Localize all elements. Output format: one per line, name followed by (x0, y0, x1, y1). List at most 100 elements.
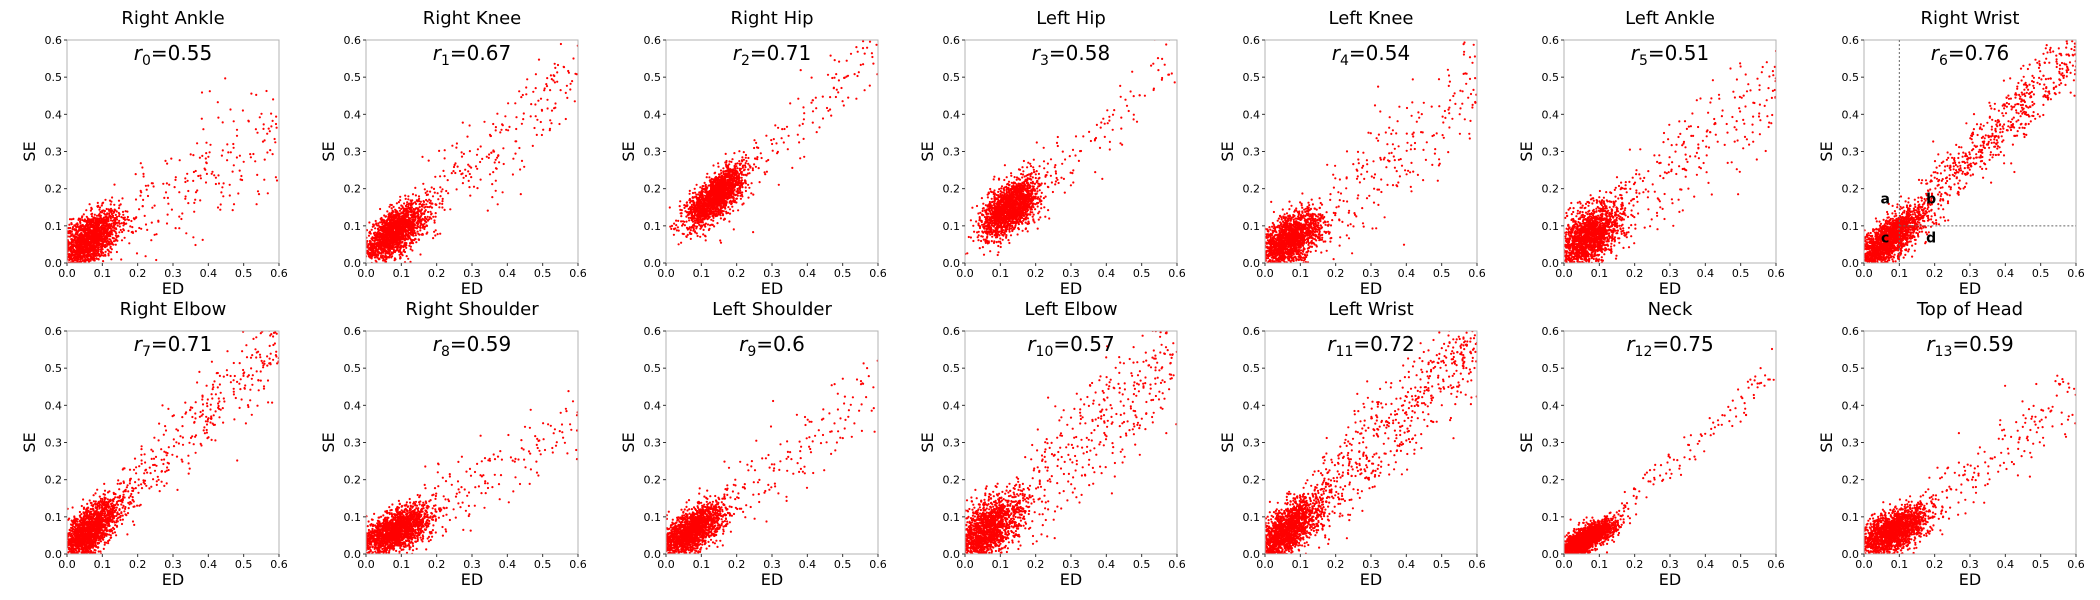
data-point (67, 231, 70, 234)
data-point (673, 222, 676, 225)
data-point (402, 223, 405, 226)
data-point (427, 159, 430, 162)
data-point (453, 163, 456, 167)
data-point (82, 230, 85, 233)
data-point (368, 231, 371, 234)
data-point (409, 238, 413, 241)
data-point (208, 90, 211, 93)
data-point (540, 109, 544, 112)
data-point (97, 252, 100, 255)
data-point (472, 185, 476, 188)
data-point (170, 208, 173, 211)
data-point (274, 176, 277, 179)
data-point (523, 165, 526, 168)
data-point (485, 155, 488, 158)
data-point (390, 217, 393, 220)
data-point (420, 219, 423, 222)
data-point (742, 202, 745, 205)
data-point (120, 258, 123, 261)
data-point (100, 204, 103, 207)
data-point (375, 253, 378, 256)
data-point (414, 234, 417, 237)
data-point (564, 117, 567, 121)
data-point (84, 244, 87, 247)
data-point (434, 175, 437, 178)
data-point (422, 224, 425, 227)
data-point (379, 234, 382, 237)
data-point (81, 215, 84, 218)
data-point (394, 230, 397, 233)
data-point (445, 189, 448, 193)
data-point (405, 211, 408, 214)
panel-title: Right Knee (423, 8, 521, 29)
data-point (468, 172, 471, 176)
data-point (425, 218, 428, 221)
data-point (217, 174, 220, 177)
data-point (77, 238, 80, 242)
data-point (105, 236, 108, 239)
data-point (97, 204, 100, 207)
data-point (721, 209, 724, 213)
data-point (142, 198, 145, 201)
data-point (109, 251, 113, 254)
data-point (406, 221, 409, 224)
data-point (81, 245, 84, 248)
data-point (209, 143, 212, 146)
y-tick-label: 0.0 (344, 257, 362, 270)
data-point (572, 57, 575, 60)
data-point (115, 232, 118, 235)
data-point (124, 210, 127, 213)
data-point (121, 197, 124, 200)
data-point (131, 226, 134, 229)
data-point (214, 182, 217, 186)
data-point (263, 178, 266, 181)
x-tick-label: 0.1 (393, 267, 411, 280)
data-point (723, 217, 727, 221)
data-point (228, 194, 231, 197)
data-point (549, 74, 553, 77)
data-point (679, 200, 682, 203)
data-point (526, 78, 529, 81)
x-tick-label: 0.5 (235, 267, 253, 280)
data-point (217, 182, 221, 185)
data-point (747, 168, 750, 171)
data-point (114, 234, 117, 237)
x-axis-label: ED (162, 279, 184, 298)
data-point (479, 178, 482, 181)
data-point (91, 235, 94, 238)
data-point (741, 156, 744, 159)
data-point (369, 251, 372, 254)
data-point (79, 218, 82, 221)
data-point (742, 151, 745, 154)
data-point (165, 222, 169, 225)
data-point (86, 251, 90, 254)
data-point (452, 165, 456, 169)
data-point (386, 210, 389, 213)
data-point (487, 156, 490, 159)
data-point (424, 225, 427, 228)
data-point (548, 127, 552, 130)
data-point (400, 207, 403, 210)
data-point (529, 115, 532, 118)
data-point (470, 176, 473, 179)
data-point (419, 200, 422, 203)
data-point (368, 221, 371, 224)
x-axis-label: ED (461, 279, 483, 298)
data-point (414, 217, 417, 221)
data-point (252, 152, 255, 156)
scatter-panel: Right Hipr2=0.710.00.00.10.10.20.20.30.3… (619, 8, 887, 298)
data-point (141, 166, 144, 169)
data-point (165, 182, 168, 185)
data-point (174, 227, 177, 230)
data-point (377, 230, 380, 233)
data-point (196, 142, 199, 145)
data-point (150, 221, 153, 224)
data-point (417, 207, 420, 210)
data-point (522, 112, 525, 115)
data-point (438, 206, 441, 209)
data-point (164, 191, 168, 194)
data-point (549, 119, 552, 122)
data-point (256, 173, 259, 176)
data-point (91, 224, 94, 227)
